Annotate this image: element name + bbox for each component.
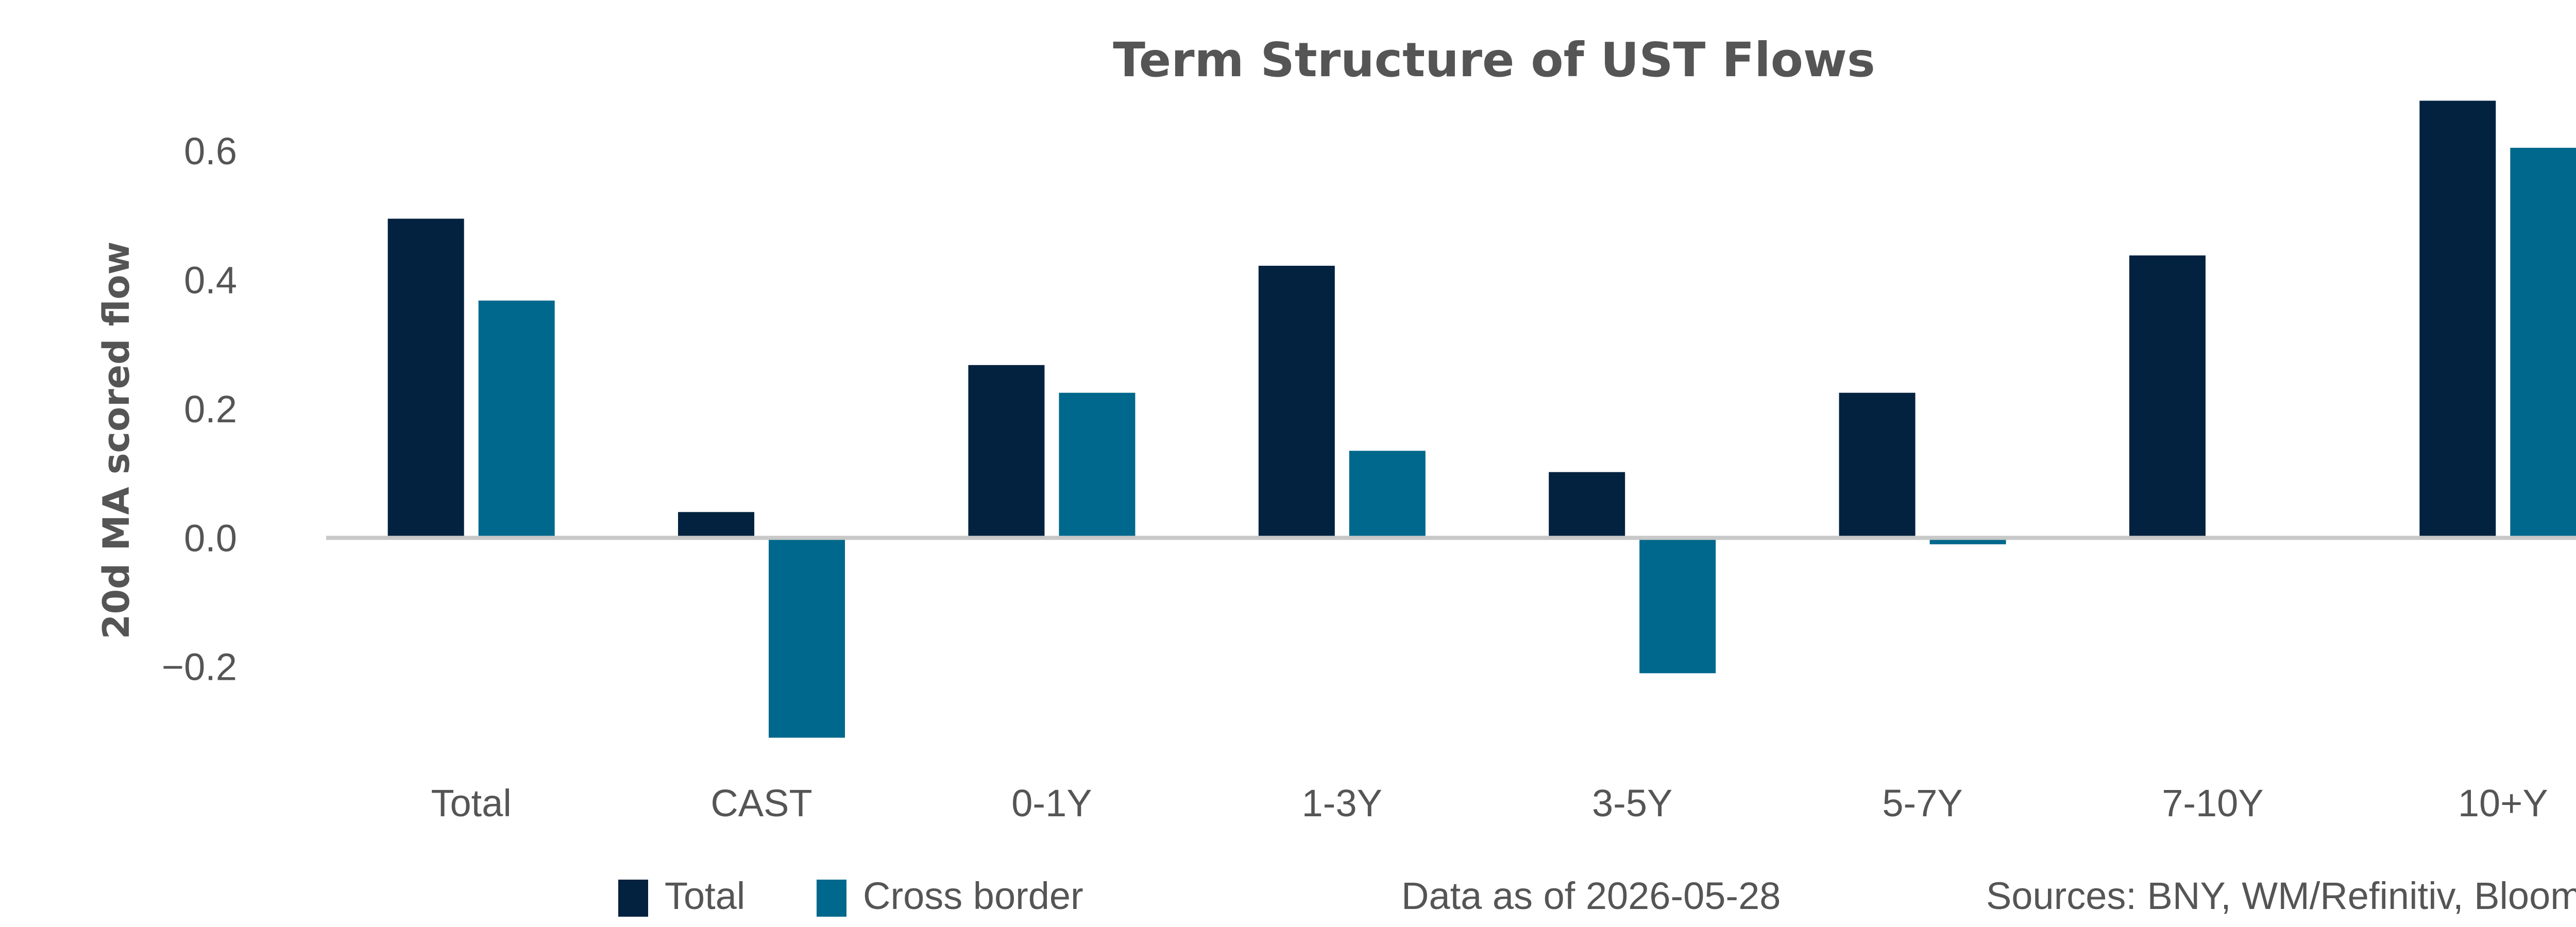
bar-total <box>1549 472 1625 538</box>
legend-label-total: Total <box>665 874 745 917</box>
y-tick-label: 0.2 <box>184 388 237 431</box>
bar-cross-border <box>478 300 555 538</box>
x-tick-label: 3-5Y <box>1592 782 1672 825</box>
bar-total <box>1258 266 1335 538</box>
sources-note: Sources: BNY, WM/Refinitiv, Bloomberg <box>1986 874 2576 917</box>
bar-total <box>1839 392 1916 538</box>
bar-cross-border <box>1639 538 1716 674</box>
y-axis-ticks: −0.2 0.0 0.2 0.4 0.6 <box>162 130 237 689</box>
bar-cross-border <box>1349 451 1426 538</box>
x-tick-label: 7-10Y <box>2162 782 2263 825</box>
bar-total <box>2129 255 2206 538</box>
x-tick-label: 1-3Y <box>1302 782 1382 825</box>
chart-title: Term Structure of UST Flows <box>1113 32 1875 88</box>
bars <box>387 100 2576 738</box>
bar-total <box>678 512 755 538</box>
y-axis-label: 20d MA scored flow <box>95 242 138 639</box>
x-tick-label: 0-1Y <box>1011 782 1092 825</box>
bar-cross-border <box>1059 392 1136 538</box>
y-tick-label: 0.6 <box>184 130 237 173</box>
legend-swatch-total <box>618 880 648 917</box>
x-tick-label: Total <box>431 782 512 825</box>
x-tick-label: 10+Y <box>2458 782 2548 825</box>
bar-total <box>2419 100 2496 538</box>
bar-total <box>387 218 464 538</box>
data-as-of-note: Data as of 2026-05-28 <box>1401 874 1781 917</box>
x-tick-label: CAST <box>710 782 812 825</box>
legend: Total Cross border <box>618 874 1083 917</box>
y-tick-label: −0.2 <box>162 646 237 689</box>
legend-swatch-cross-border <box>817 880 846 917</box>
bar-cross-border <box>2510 147 2576 538</box>
y-tick-label: 0.4 <box>184 259 237 302</box>
x-axis-categories: Total CAST 0-1Y 1-3Y 3-5Y 5-7Y 7-10Y 10+Y <box>431 782 2548 825</box>
y-tick-label: 0.0 <box>184 517 237 559</box>
x-tick-label: 5-7Y <box>1882 782 1962 825</box>
legend-label-cross-border: Cross border <box>863 874 1083 917</box>
bar-cross-border <box>769 538 845 738</box>
bar-total <box>968 365 1045 538</box>
